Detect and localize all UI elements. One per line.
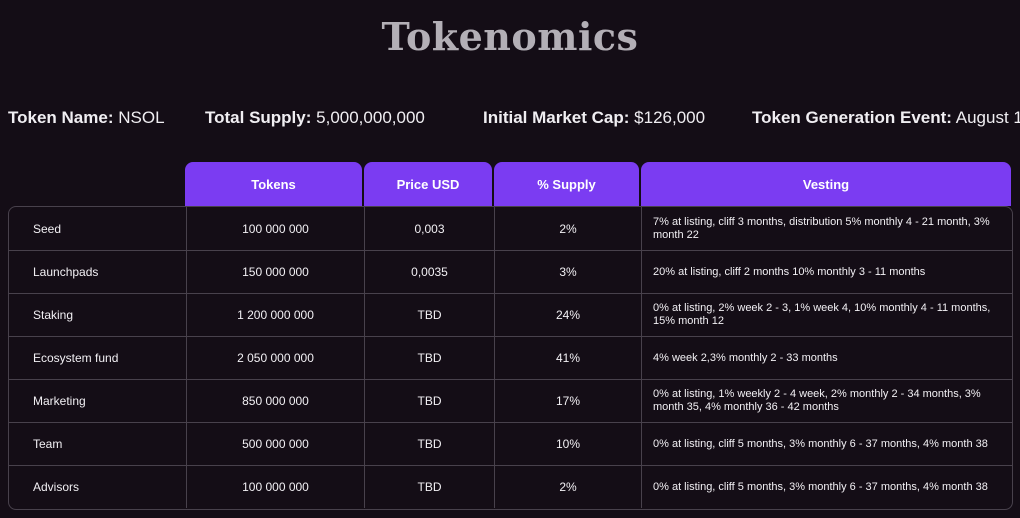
row-tokens: 150 000 000	[186, 251, 364, 293]
column-header-supply: % Supply	[494, 162, 639, 206]
page-title: Tokenomics	[381, 14, 639, 59]
row-price: TBD	[364, 466, 494, 508]
initial-market-cap-value: $126,000	[634, 108, 706, 127]
row-tokens: 2 050 000 000	[186, 337, 364, 379]
row-price: 0,0035	[364, 251, 494, 293]
row-supply: 41%	[494, 337, 641, 379]
column-header-price: Price USD	[364, 162, 492, 206]
row-vesting: 0% at listing, cliff 5 months, 3% monthl…	[641, 423, 1012, 465]
total-supply-info: Total Supply: 5,000,000,000	[205, 108, 425, 128]
row-name: Staking	[33, 308, 74, 322]
tge-value: August 1	[955, 108, 1020, 127]
table-row: Seed 100 000 000 0,003 2% 7% at listing,…	[9, 207, 1012, 250]
row-name: Team	[33, 437, 63, 451]
table-row: Ecosystem fund 2 050 000 000 TBD 41% 4% …	[9, 336, 1012, 379]
row-tokens: 1 200 000 000	[186, 294, 364, 336]
row-vesting: 0% at listing, 1% weekly 2 - 4 week, 2% …	[641, 380, 1012, 422]
row-supply: 17%	[494, 380, 641, 422]
row-tokens: 100 000 000	[186, 466, 364, 508]
table-row: Launchpads 150 000 000 0,0035 3% 20% at …	[9, 250, 1012, 293]
column-header-tokens: Tokens	[185, 162, 362, 206]
row-vesting: 7% at listing, cliff 3 months, distribut…	[641, 207, 1012, 250]
initial-market-cap-label: Initial Market Cap:	[483, 108, 630, 127]
table-row: Advisors 100 000 000 TBD 2% 0% at listin…	[9, 465, 1012, 508]
row-tokens: 850 000 000	[186, 380, 364, 422]
token-name-value: NSOL	[118, 108, 165, 127]
row-tokens: 500 000 000	[186, 423, 364, 465]
tge-label: Token Generation Event:	[752, 108, 952, 127]
tokenomics-table: Seed 100 000 000 0,003 2% 7% at listing,…	[8, 206, 1013, 510]
row-name: Seed	[33, 221, 62, 236]
row-supply: 24%	[494, 294, 641, 336]
token-name-info: Token Name: NSOL	[8, 108, 165, 128]
table-row: Team 500 000 000 TBD 10% 0% at listing, …	[9, 422, 1012, 465]
total-supply-label: Total Supply:	[205, 108, 312, 127]
token-name-label: Token Name:	[8, 108, 114, 127]
row-supply: 2%	[494, 207, 641, 250]
total-supply-value: 5,000,000,000	[316, 108, 425, 127]
initial-market-cap-info: Initial Market Cap: $126,000	[483, 108, 705, 128]
table-row: Staking 1 200 000 000 TBD 24% 0% at list…	[9, 293, 1012, 336]
row-price: TBD	[364, 294, 494, 336]
column-header-vesting: Vesting	[641, 162, 1011, 206]
row-price: TBD	[364, 337, 494, 379]
row-name: Ecosystem fund	[33, 351, 119, 365]
row-price: TBD	[364, 423, 494, 465]
row-vesting: 0% at listing, 2% week 2 - 3, 1% week 4,…	[641, 294, 1012, 336]
table-row: Marketing 850 000 000 TBD 17% 0% at list…	[9, 379, 1012, 422]
row-tokens: 100 000 000	[186, 207, 364, 250]
tge-info: Token Generation Event: August 1	[752, 108, 1020, 128]
row-price: TBD	[364, 380, 494, 422]
row-price: 0,003	[364, 207, 494, 250]
row-name: Launchpads	[33, 265, 99, 279]
row-supply: 3%	[494, 251, 641, 293]
row-vesting: 4% week 2,3% monthly 2 - 33 months	[641, 337, 1012, 379]
row-name: Advisors	[33, 480, 80, 494]
row-supply: 2%	[494, 466, 641, 508]
row-name: Marketing	[33, 394, 86, 408]
row-vesting: 0% at listing, cliff 5 months, 3% monthl…	[641, 466, 1012, 508]
row-vesting: 20% at listing, cliff 2 months 10% month…	[641, 251, 1012, 293]
row-supply: 10%	[494, 423, 641, 465]
